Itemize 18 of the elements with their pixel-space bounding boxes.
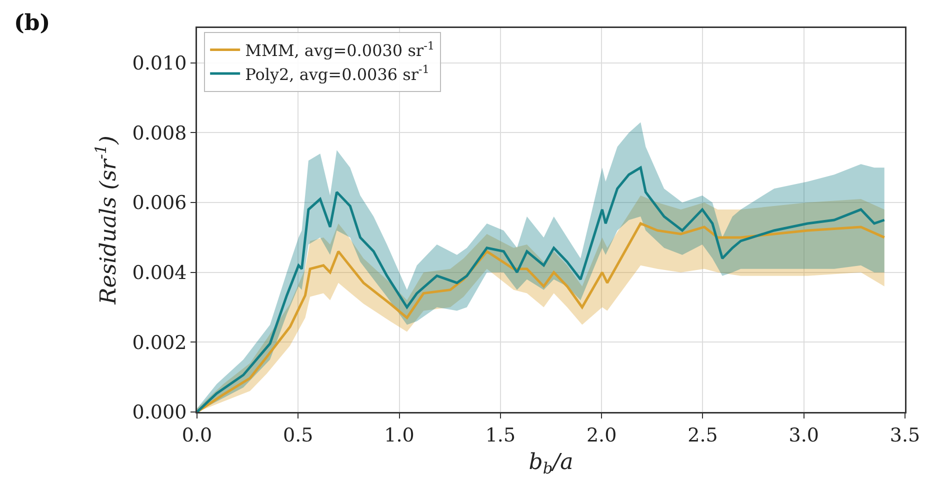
y-tick-label: 0.000 <box>132 402 187 424</box>
y-tick-label: 0.008 <box>132 122 187 144</box>
x-tick-label: 3.5 <box>890 424 920 446</box>
x-tick-label: 2.5 <box>688 424 718 446</box>
chart-title: (b) <box>14 10 50 36</box>
x-tick-label: 1.5 <box>485 424 516 446</box>
y-tick-label: 0.004 <box>132 262 187 284</box>
x-tick-label: 1.0 <box>384 424 414 446</box>
x-tick-label: 0.5 <box>283 424 314 446</box>
x-tick-label: 0.0 <box>182 424 212 446</box>
y-tick-label: 0.006 <box>132 192 187 214</box>
y-tick-label: 0.002 <box>132 332 187 354</box>
x-tick-label: 2.0 <box>586 424 617 446</box>
legend-label: Poly2, avg=0.0036 sr$^{-1}$ <box>245 63 430 84</box>
x-axis-title: b$_{b}$/a <box>528 450 574 478</box>
x-tick-label: 3.0 <box>788 424 819 446</box>
y-tick-label: 0.010 <box>132 52 187 75</box>
legend-label: MMM, avg=0.0030 sr$^{-1}$ <box>245 39 434 60</box>
